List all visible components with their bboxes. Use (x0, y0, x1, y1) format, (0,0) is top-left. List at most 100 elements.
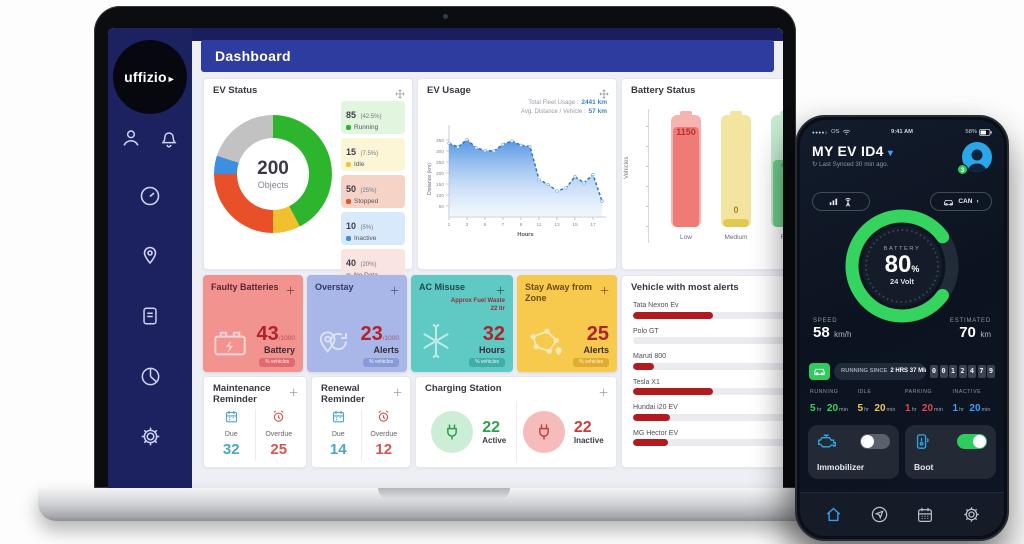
legend-tile: 50 (25%) Stopped (341, 175, 405, 208)
alert-row: Tata Nexon Ev (633, 302, 783, 319)
plug-active-icon (447, 424, 458, 440)
bell-icon[interactable] (157, 126, 181, 150)
settings-gear-icon[interactable] (138, 424, 162, 448)
legend-tile: 10 (5%) Inactive (341, 212, 405, 245)
kpi-title: Overstay (315, 282, 354, 292)
svg-text:250: 250 (436, 160, 444, 166)
calendar-icon[interactable] (914, 504, 936, 526)
alert-row: Polo GT (633, 328, 783, 344)
svg-text:200: 200 (436, 171, 444, 177)
plug-inactive-icon (538, 424, 549, 440)
kpi-stay-away-zone[interactable]: Stay Away from Zone 25 Alerts % vehicles (517, 275, 617, 372)
connectivity-pill[interactable] (812, 192, 870, 211)
move-icon[interactable] (390, 282, 400, 295)
svg-text:300: 300 (436, 149, 444, 155)
calendar-icon (225, 410, 237, 423)
gauge-value: 80 (884, 250, 912, 278)
svg-text:17: 17 (590, 222, 596, 228)
kpi-title: AC Misuse (419, 282, 466, 292)
phone-bottom-nav (800, 492, 1004, 536)
donut-center: 200 Objects (237, 138, 309, 210)
ev-status-legend: 85 (42.5%) Running 15 (7.5%) Idle 50 (25… (341, 101, 405, 286)
kpi-overstay[interactable]: Overstay 23/1000 Alerts % vehicles (307, 275, 407, 372)
phone: ●●●●○ OS 9:41 AM 58% MY EV ID4 ▾ ↻ Last … (795, 115, 1009, 541)
svg-text:Hours: Hours (517, 232, 533, 238)
immobilizer-card: Immobilizer (808, 425, 899, 479)
page-title-bar: Dashboard (201, 40, 774, 72)
home-icon[interactable] (822, 504, 844, 526)
page-title: Dashboard (215, 48, 291, 64)
settings-gear-icon[interactable] (960, 504, 982, 526)
maintenance-overdue: Overdue 25 (256, 409, 303, 461)
clock: 9:41 AM (890, 129, 913, 135)
top-strip (192, 28, 783, 41)
boot-label: Boot (914, 462, 934, 472)
tracking-pin-icon[interactable] (138, 244, 162, 268)
maintenance-title: Maintenance Reminder (213, 383, 271, 405)
gauge-label: BATTERY (883, 245, 921, 252)
immobilizer-label: Immobilizer (817, 462, 865, 472)
brand-logo: uffizio ► (113, 40, 187, 114)
vehicle-alerts-card: Vehicle with most alerts Tata Nexon Ev P… (621, 275, 783, 468)
last-synced: ↻ Last Synced 30 min ago. (812, 161, 889, 168)
toggle-cards: Immobilizer Boot (808, 425, 996, 479)
move-icon[interactable] (395, 86, 405, 99)
boot-toggle[interactable] (957, 434, 987, 449)
calendar-icon (332, 410, 344, 423)
navigate-icon[interactable] (868, 504, 890, 526)
move-icon[interactable] (286, 282, 296, 295)
stat-idle: IDLE 5hr 20min (857, 389, 896, 414)
move-icon[interactable] (289, 384, 299, 397)
pie-chart-icon[interactable] (138, 364, 162, 388)
alert-row: MG Hector EV (633, 430, 783, 446)
battery-percent: 58% (965, 129, 977, 135)
move-icon[interactable] (599, 86, 609, 99)
move-icon[interactable] (496, 282, 506, 295)
charging-active: 22 Active (422, 401, 516, 463)
donut-total-label: Objects (257, 180, 289, 190)
kpi-title: Stay Away from Zone (525, 282, 593, 303)
ev-status-title: EV Status (213, 85, 258, 96)
kpi-faulty-batteries[interactable]: Faulty Batteries 43/1000 Battery % vehic… (203, 275, 303, 372)
svg-text:3: 3 (466, 222, 469, 228)
vehicle-selector[interactable]: MY EV ID4 ▾ (812, 143, 894, 159)
fuel-waste-note: Approx Fuel Waste 22 ltr (450, 298, 505, 313)
battery-plot: 1150 Low 0 Medium 40 Full (646, 109, 783, 243)
move-icon[interactable] (393, 384, 403, 397)
battery-ylabel: Vehicles (624, 156, 630, 179)
zone-geofence-icon (524, 325, 564, 364)
legend-tile: 15 (7.5%) Idle (341, 138, 405, 171)
vehicle-alerts-list: Tata Nexon Ev Polo GT Maruti 800 Tesla X… (633, 302, 783, 455)
gauge-ticks (865, 229, 939, 303)
odometer-digit: 4 (968, 364, 976, 378)
car-icon (944, 199, 954, 206)
donut-total: 200 (257, 158, 289, 179)
odometer-digit: 1 (949, 364, 957, 378)
ev-usage-stats: Total Fleet Usage :2441 km Avg. Distance… (520, 99, 607, 115)
svg-text:Distance (km): Distance (km) (427, 163, 433, 195)
move-icon[interactable] (600, 282, 610, 295)
ev-usage-card: EV Usage Total Fleet Usage :2441 km Avg.… (417, 78, 617, 270)
odometer-digit: 0 (939, 364, 948, 378)
svg-text:150: 150 (436, 182, 444, 188)
can-data-pill[interactable]: CAN › (930, 192, 992, 211)
charging-title: Charging Station (425, 383, 502, 394)
laptop: uffizio ► (94, 6, 796, 488)
move-icon[interactable] (599, 384, 609, 397)
kpi-badge: % vehicles (469, 358, 505, 367)
user-icon[interactable] (119, 126, 143, 150)
report-document-icon[interactable] (138, 304, 162, 328)
charging-inactive: 22 Inactive (515, 401, 611, 463)
battery-gauge: BATTERY 80% 24 Volt (840, 204, 964, 328)
person-silhouette-icon (967, 149, 987, 172)
signal-bars-icon (829, 198, 838, 206)
wifi-icon (843, 129, 851, 135)
kpi-ac-misuse[interactable]: AC Misuse Approx Fuel Waste 22 ltr 32 Ho… (411, 275, 513, 372)
boot-icon (914, 433, 930, 456)
immobilizer-toggle[interactable] (860, 434, 890, 449)
gauge-voltage: 24 Volt (889, 277, 915, 287)
maintenance-due: Due 32 (208, 409, 256, 461)
dashboard-main: Dashboard EV Status 200 Objects 85 (42.5… (192, 28, 783, 488)
vehicle-alerts-title: Vehicle with most alerts (631, 282, 739, 293)
dashboard-speedometer-icon[interactable] (138, 184, 162, 208)
